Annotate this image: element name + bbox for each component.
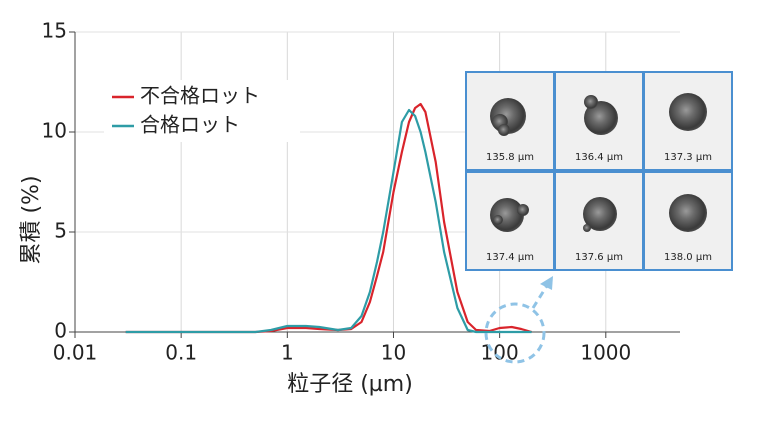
particle — [490, 198, 524, 232]
particle — [493, 215, 503, 225]
x-tick-label: 0.1 — [165, 341, 197, 365]
particle — [669, 93, 707, 131]
y-tick-label: 10 — [42, 119, 67, 143]
image-label: 135.8 µm — [486, 152, 534, 163]
x-tick-label: 1000 — [580, 341, 631, 365]
legend-label: 不合格ロット — [140, 84, 260, 108]
particle — [669, 194, 707, 232]
highlight-circle — [484, 302, 546, 364]
x-tick-label: 0.01 — [53, 341, 98, 365]
image-label: 138.0 µm — [664, 252, 712, 263]
x-tick-label: 100 — [481, 341, 519, 365]
x-tick-label: 1 — [281, 341, 294, 365]
image-label: 137.3 µm — [664, 152, 712, 163]
particle — [583, 197, 617, 231]
y-tick-label: 0 — [54, 319, 67, 343]
y-tick-label: 15 — [42, 19, 67, 43]
pointer-arrow — [531, 283, 550, 309]
series-line — [125, 108, 532, 334]
series-line — [125, 102, 532, 334]
legend-box — [104, 80, 300, 142]
image-cell — [465, 71, 555, 171]
particle — [583, 224, 591, 232]
y-tick-label: 5 — [54, 219, 67, 243]
particle — [584, 101, 618, 135]
x-tick-label: 10 — [381, 341, 406, 365]
inset-images: 135.8 µm 136.4 µm 137.3 µm 137.4 µm 137.6 µm… — [465, 71, 733, 271]
particle — [498, 124, 510, 136]
x-axis-label: 粒子径 (µm) — [287, 372, 413, 397]
image-label: 137.6 µm — [575, 252, 623, 263]
image-label: 137.4 µm — [486, 252, 534, 263]
particle — [584, 95, 598, 109]
arrow-head — [540, 276, 553, 290]
particle — [517, 204, 529, 216]
image-label: 136.4 µm — [575, 152, 623, 163]
y-axis-label: 累積 (%) — [19, 175, 44, 264]
legend-label: 合格ロット — [140, 113, 240, 137]
